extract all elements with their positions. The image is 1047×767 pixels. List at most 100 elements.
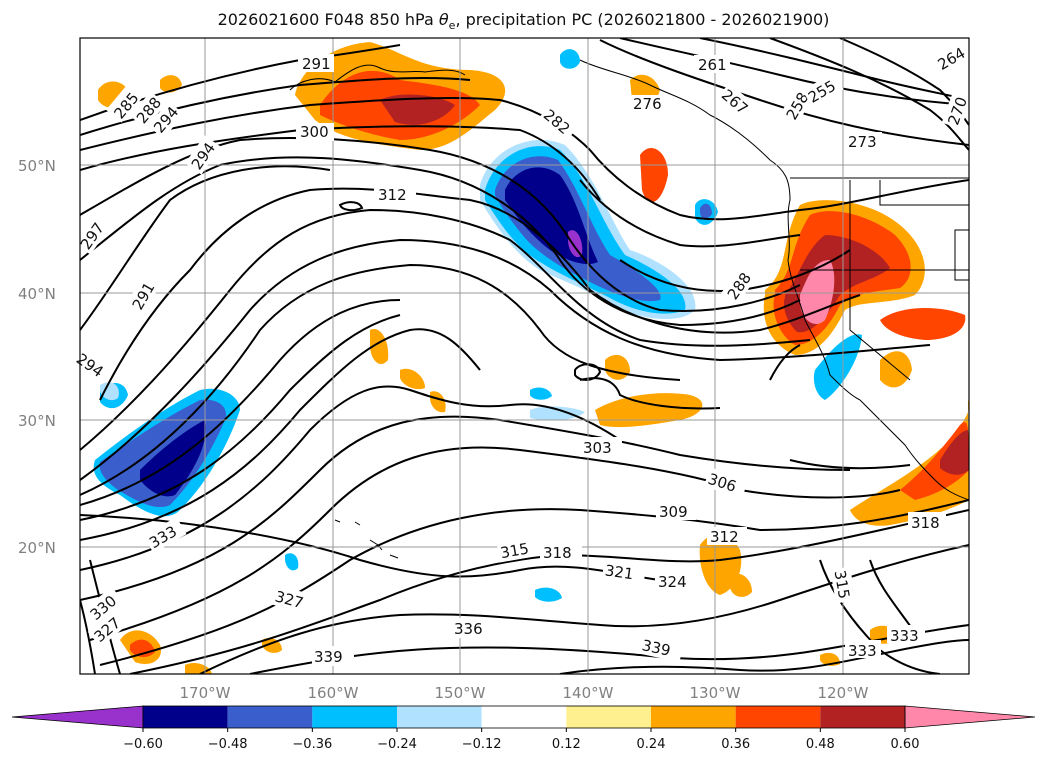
contour-line — [579, 179, 801, 248]
svg-text:315: 315 — [831, 569, 854, 600]
lat-label: 30°N — [18, 412, 56, 430]
contour-line — [769, 344, 801, 381]
precip-area — [530, 387, 552, 400]
precip-area — [430, 391, 446, 413]
colorbar-segment — [735, 706, 821, 728]
contour-label: 339 — [312, 646, 354, 666]
colorbar-segment — [227, 706, 313, 728]
colorbar-segment — [481, 706, 567, 728]
svg-text:333: 333 — [890, 627, 919, 645]
lon-label: 140°W — [563, 684, 614, 702]
contour-label: 318 — [908, 512, 946, 532]
contour-label: 288 — [130, 91, 166, 129]
svg-text:312: 312 — [710, 528, 739, 546]
contour-line — [80, 299, 401, 506]
contour-label: 303 — [580, 437, 622, 457]
state-border — [954, 229, 969, 281]
precip-area — [400, 368, 425, 390]
contour-label: 336 — [451, 618, 493, 638]
coastline-alaska — [289, 64, 466, 91]
lon-label: 130°W — [690, 684, 741, 702]
svg-text:333: 333 — [848, 642, 877, 660]
colorbar-tick-label: −0.12 — [462, 737, 502, 752]
contour-label: 318 — [540, 544, 582, 562]
colorbar-tick-label: −0.48 — [208, 737, 248, 752]
svg-text:276: 276 — [633, 95, 662, 113]
svg-text:336: 336 — [454, 620, 483, 638]
contour-line — [80, 314, 401, 521]
precip-area — [813, 334, 862, 400]
contour-line — [80, 599, 96, 674]
contour-label: 339 — [638, 633, 684, 663]
contour-line — [579, 377, 721, 410]
svg-text:261: 261 — [698, 56, 727, 74]
colorbar-segment — [312, 706, 397, 728]
colorbar-tick-label: 0.48 — [806, 737, 835, 752]
contour-line — [80, 328, 481, 541]
contour-label: 282 — [537, 103, 579, 143]
precip-area — [380, 94, 455, 125]
svg-text:309: 309 — [659, 503, 688, 521]
colorbar-segment — [397, 706, 482, 728]
svg-text:339: 339 — [640, 636, 672, 660]
contour-label: 291 — [298, 54, 334, 73]
colorbar-tick-label: 0.36 — [721, 737, 750, 752]
contour-line — [80, 125, 601, 201]
colorbar-tick-label: 0.60 — [891, 737, 920, 752]
contour-line — [80, 385, 621, 571]
svg-text:306: 306 — [706, 470, 739, 496]
colorbar-extend-high — [904, 705, 1036, 729]
contour-line — [559, 639, 969, 674]
colorbar-tick-label: −0.60 — [123, 737, 163, 752]
svg-text:312: 312 — [378, 186, 407, 204]
lat-label: 20°N — [18, 539, 56, 557]
colorbar-outline — [142, 705, 906, 729]
contour-label: 288 — [721, 265, 757, 305]
lat-label: 50°N — [18, 157, 56, 175]
contour-label: 312 — [707, 527, 747, 546]
contour-line — [589, 149, 969, 221]
svg-text:303: 303 — [583, 439, 612, 457]
contour-line — [99, 187, 861, 401]
precip-area — [100, 382, 119, 401]
svg-text:339: 339 — [314, 648, 343, 666]
map-frame — [79, 37, 970, 675]
precip-area — [530, 406, 585, 421]
colorbar-segment — [143, 706, 228, 728]
lat-label: 40°N — [18, 285, 56, 303]
colorbar-segment — [566, 706, 651, 728]
colorbar-tick-label: 0.24 — [637, 737, 666, 752]
svg-text:321: 321 — [604, 561, 635, 583]
svg-text:291: 291 — [302, 55, 331, 73]
precip-area — [880, 351, 912, 388]
hawaii-islands — [334, 519, 399, 559]
contour-label: 264 — [932, 40, 974, 76]
svg-text:315: 315 — [499, 539, 530, 562]
svg-text:318: 318 — [543, 544, 572, 562]
precip-area — [605, 354, 630, 380]
precip-area — [880, 308, 966, 340]
precip-area — [140, 420, 206, 497]
latitude-labels: 50°N 40°N 30°N 20°N — [18, 157, 56, 557]
contour-line — [89, 446, 901, 641]
contour-line — [789, 459, 911, 470]
contour-line — [769, 38, 969, 151]
figure-title: 2026021600 F048 850 hPa θe, precipitatio… — [217, 10, 830, 33]
precip-area — [568, 230, 583, 258]
contour-label: 315 — [496, 535, 542, 563]
lon-label: 160°W — [308, 684, 359, 702]
lon-label: 150°W — [435, 684, 486, 702]
contour-line — [574, 363, 602, 381]
lon-label: 170°W — [180, 684, 231, 702]
precip-area — [595, 393, 703, 428]
contour-label: 306 — [703, 467, 749, 499]
lon-label: 120°W — [818, 684, 869, 702]
colorbar-segment — [651, 706, 736, 728]
precip-area — [285, 553, 299, 571]
contour-line — [80, 238, 931, 481]
precip-area — [640, 147, 668, 202]
precip-area — [700, 203, 712, 219]
precip-area — [560, 49, 580, 69]
contour-label: 294 — [71, 347, 111, 383]
